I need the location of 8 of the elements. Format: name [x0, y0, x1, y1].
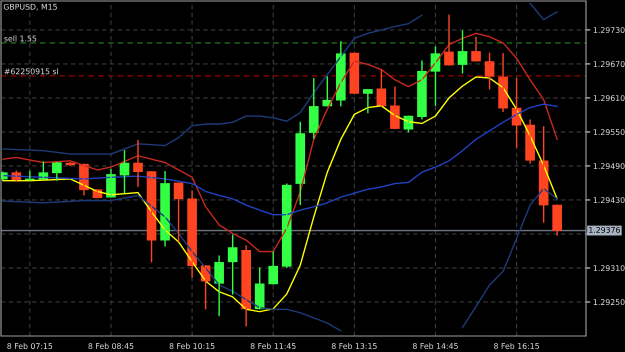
candlestick [484, 52, 494, 90]
candlestick [458, 30, 468, 74]
candlestick [133, 139, 143, 188]
candlestick [120, 149, 130, 194]
candlestick [350, 52, 360, 95]
candlestick [417, 60, 427, 120]
candlestick [471, 36, 481, 62]
candlestick [444, 14, 454, 66]
